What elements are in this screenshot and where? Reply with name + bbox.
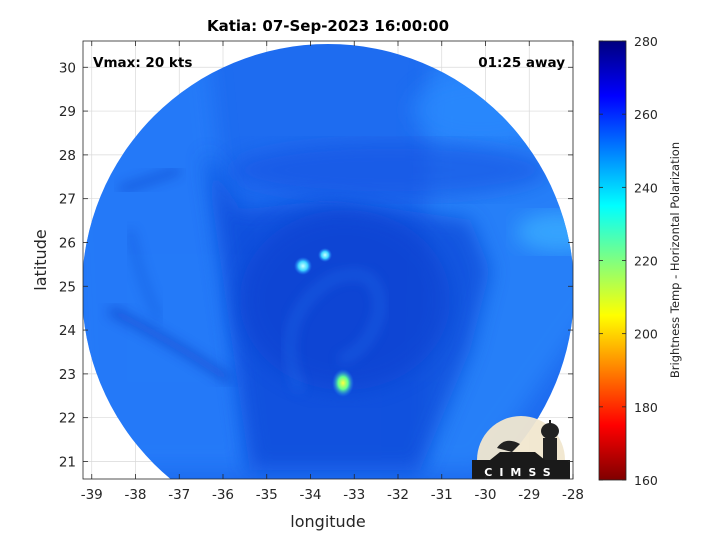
logo-text: CIMSS	[484, 466, 557, 479]
x-tick-label: -34	[299, 487, 321, 503]
y-tick-label: 22	[59, 411, 76, 427]
colorbar-ticks: 280 260 240 220 200 180 160	[599, 34, 658, 488]
colorbar-tick-label: 280	[634, 34, 658, 49]
axes-border	[82, 40, 574, 480]
x-tick-label: -35	[256, 487, 278, 503]
colorbar-tick-label: 220	[634, 254, 658, 269]
cimss-logo: CIMSS	[472, 416, 570, 479]
y-tick-label: 24	[59, 323, 76, 339]
y-tick-label: 23	[59, 367, 76, 383]
y-tick-labels: 30 29 28 27 26 25 24 23 22 21	[59, 60, 76, 470]
y-tick-label: 30	[59, 60, 76, 76]
x-tick-label: -29	[518, 487, 540, 503]
colorbar-label: Brightness Temp - Horizontal Polarizatio…	[668, 142, 682, 378]
x-tick-labels: -39 -38 -37 -36 -35 -34 -33 -32 -31 -30 -29 -28	[81, 487, 584, 503]
y-tick-label: 27	[59, 192, 76, 208]
time-away-label: 01:25 away	[478, 55, 565, 71]
x-tick-label: -36	[212, 487, 234, 503]
x-tick-label: -38	[124, 487, 146, 503]
y-tick-label: 25	[59, 279, 76, 295]
colorbar-tick-label: 260	[634, 107, 658, 122]
x-tick-label: -30	[474, 487, 496, 503]
y-tick-label: 26	[59, 235, 76, 251]
y-tick-label: 29	[59, 104, 76, 120]
x-axis-label: longitude	[290, 512, 365, 531]
colorbar	[598, 40, 627, 481]
colorbar-tick-label: 160	[634, 473, 658, 488]
x-tick-label: -31	[431, 487, 453, 503]
x-tick-label: -33	[343, 487, 365, 503]
x-tick-label: -37	[168, 487, 190, 503]
colorbar-tick-label: 240	[634, 180, 658, 195]
vmax-label: Vmax: 20 kts	[93, 55, 192, 71]
y-tick-label: 28	[59, 148, 76, 164]
colorbar-tick-label: 200	[634, 327, 658, 342]
y-axis-label: latitude	[31, 229, 50, 290]
x-tick-label: -39	[81, 487, 103, 503]
colorbar-tick-label: 180	[634, 400, 658, 415]
chart-title: Katia: 07-Sep-2023 16:00:00	[207, 17, 449, 35]
x-tick-label: -32	[387, 487, 409, 503]
x-tick-label: -28	[562, 487, 584, 503]
y-tick-label: 21	[59, 454, 76, 470]
tick-marks	[83, 41, 574, 479]
